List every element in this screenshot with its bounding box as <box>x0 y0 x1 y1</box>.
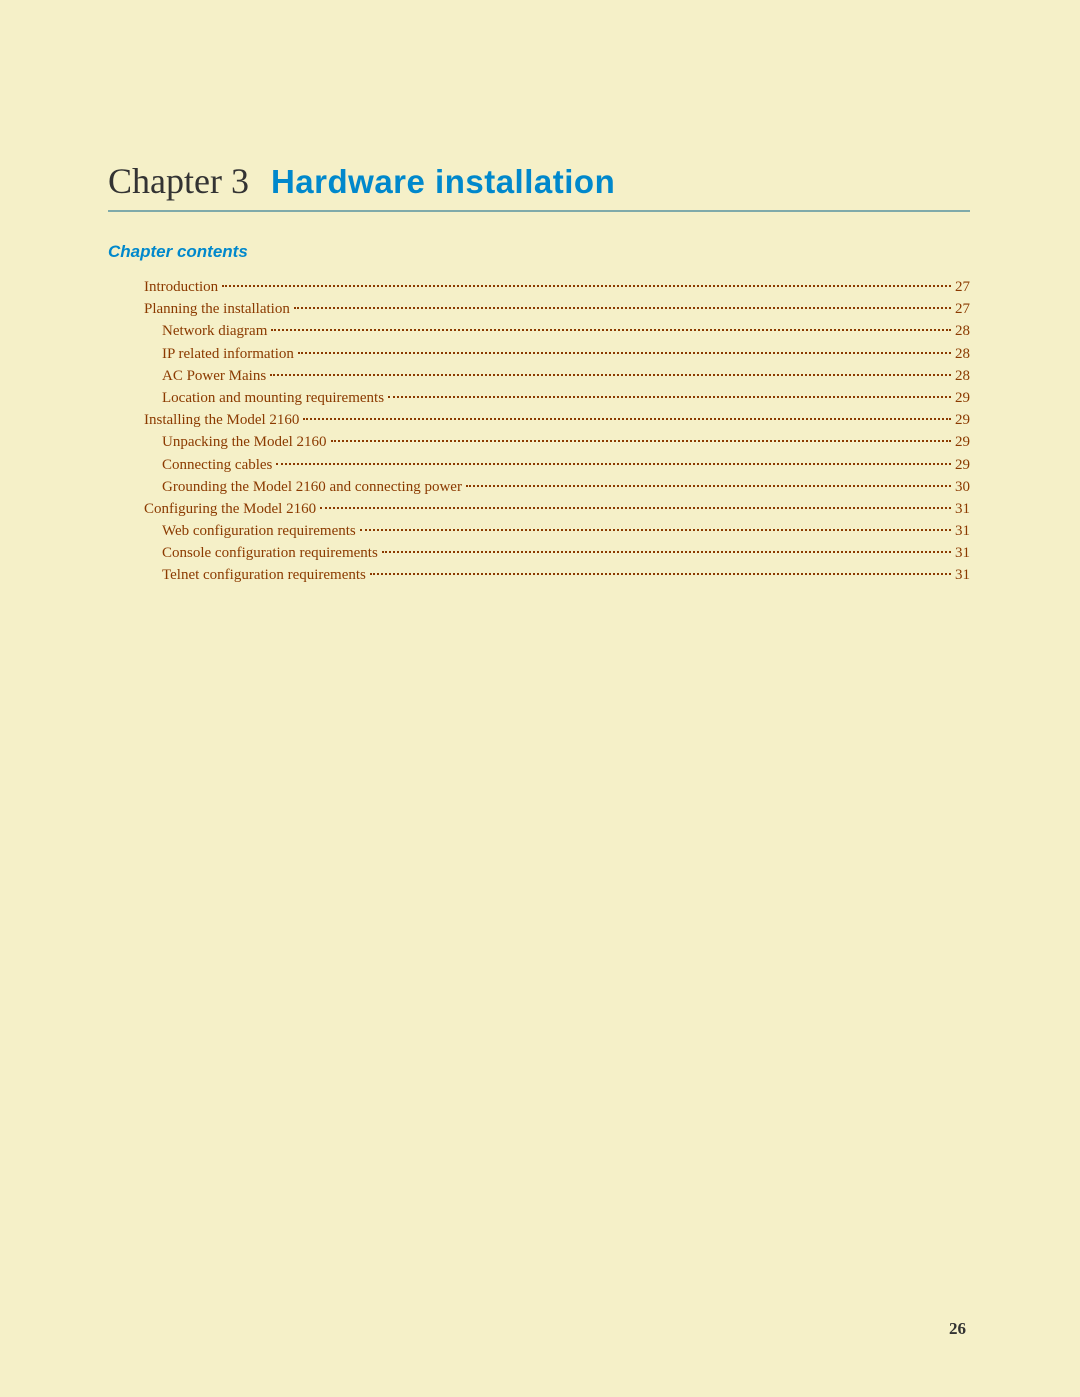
toc-entry-page: 31 <box>953 520 970 542</box>
toc-entry-text: Introduction <box>144 276 220 298</box>
toc-entry-text: Location and mounting requirements <box>162 387 386 409</box>
toc-entry[interactable]: Introduction 27 <box>108 276 970 298</box>
toc-entry-page: 27 <box>953 276 970 298</box>
toc-entry-text: Installing the Model 2160 <box>144 409 301 431</box>
toc-leader-dots <box>222 285 951 287</box>
toc-leader-dots <box>320 507 951 509</box>
toc-entry-text: Unpacking the Model 2160 <box>162 431 329 453</box>
toc-leader-dots <box>303 418 951 420</box>
toc-leader-dots <box>331 440 951 442</box>
toc-list: Introduction 27 Planning the installation 2… <box>108 276 970 587</box>
toc-entry[interactable]: Unpacking the Model 2160 29 <box>108 431 970 453</box>
toc-entry-page: 29 <box>953 387 970 409</box>
toc-leader-dots <box>382 551 951 553</box>
toc-entry[interactable]: Installing the Model 2160 29 <box>108 409 970 431</box>
toc-entry[interactable]: Connecting cables 29 <box>108 454 970 476</box>
toc-entry-text: Connecting cables <box>162 454 274 476</box>
toc-entry[interactable]: Location and mounting requirements 29 <box>108 387 970 409</box>
toc-entry[interactable]: Configuring the Model 2160 31 <box>108 498 970 520</box>
toc-entry-page: 31 <box>953 564 970 586</box>
toc-entry[interactable]: AC Power Mains 28 <box>108 365 970 387</box>
toc-entry-page: 28 <box>953 343 970 365</box>
toc-entry[interactable]: Console configuration requirements 31 <box>108 542 970 564</box>
toc-leader-dots <box>466 485 951 487</box>
toc-entry-page: 29 <box>953 454 970 476</box>
chapter-header: Chapter 3 Hardware installation <box>108 160 970 212</box>
page-number: 26 <box>949 1319 966 1339</box>
toc-leader-dots <box>370 573 951 575</box>
toc-entry-text: Grounding the Model 2160 and connecting … <box>162 476 464 498</box>
contents-heading: Chapter contents <box>108 242 970 262</box>
page-container: Chapter 3 Hardware installation Chapter … <box>0 0 1080 647</box>
toc-entry-page: 31 <box>953 498 970 520</box>
toc-entry-text: Network diagram <box>162 320 269 342</box>
toc-entry[interactable]: Planning the installation 27 <box>108 298 970 320</box>
toc-entry[interactable]: Telnet configuration requirements 31 <box>108 564 970 586</box>
toc-entry-text: Web configuration requirements <box>162 520 358 542</box>
toc-entry-text: AC Power Mains <box>162 365 268 387</box>
toc-entry-page: 31 <box>953 542 970 564</box>
chapter-label: Chapter 3 <box>108 160 249 202</box>
toc-leader-dots <box>270 374 951 376</box>
toc-leader-dots <box>388 396 951 398</box>
toc-leader-dots <box>298 352 951 354</box>
toc-entry-page: 29 <box>953 409 970 431</box>
toc-entry-text: Configuring the Model 2160 <box>144 498 318 520</box>
toc-entry-text: Console configuration requirements <box>162 542 380 564</box>
toc-entry-page: 30 <box>953 476 970 498</box>
toc-entry-text: IP related information <box>162 343 296 365</box>
toc-entry[interactable]: Network diagram 28 <box>108 320 970 342</box>
toc-entry-page: 28 <box>953 365 970 387</box>
toc-leader-dots <box>271 329 951 331</box>
toc-leader-dots <box>276 463 951 465</box>
toc-entry[interactable]: Grounding the Model 2160 and connecting … <box>108 476 970 498</box>
toc-entry-page: 28 <box>953 320 970 342</box>
toc-entry-page: 29 <box>953 431 970 453</box>
toc-entry[interactable]: IP related information 28 <box>108 343 970 365</box>
toc-entry-text: Planning the installation <box>144 298 292 320</box>
toc-entry-text: Telnet configuration requirements <box>162 564 368 586</box>
toc-leader-dots <box>294 307 951 309</box>
toc-entry[interactable]: Web configuration requirements 31 <box>108 520 970 542</box>
toc-leader-dots <box>360 529 951 531</box>
toc-entry-page: 27 <box>953 298 970 320</box>
chapter-title: Hardware installation <box>271 163 615 201</box>
